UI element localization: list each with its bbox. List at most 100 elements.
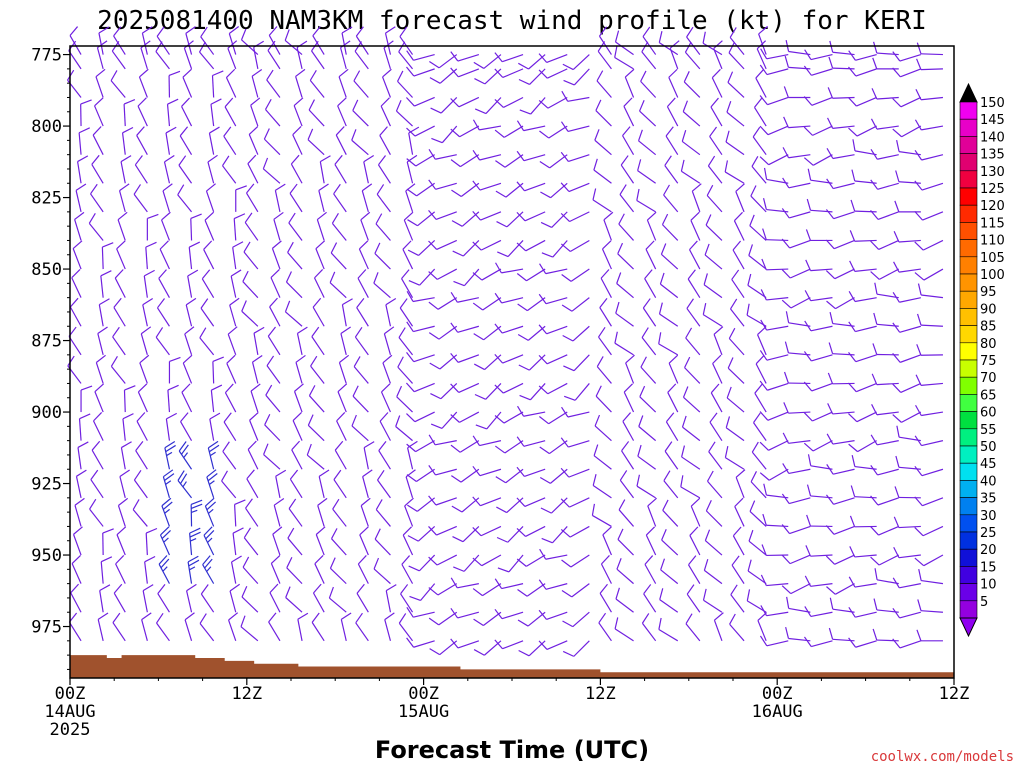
wind-barb: [168, 70, 181, 98]
wind-barb: [496, 526, 524, 543]
wind-barb: [377, 470, 391, 499]
wind-barb: [190, 213, 202, 241]
colorbar-cell: [959, 480, 978, 498]
wind-barb: [916, 344, 943, 356]
wind-barb: [182, 68, 193, 98]
wind-barb: [377, 155, 391, 184]
wind-barb: [872, 628, 899, 642]
wind-barb: [474, 97, 502, 115]
wind-barb: [230, 555, 242, 584]
wind-barb: [658, 617, 679, 642]
wind-barb: [516, 181, 546, 192]
wind-barb: [450, 154, 480, 168]
wind-barb: [850, 485, 877, 499]
wind-barb: [517, 583, 546, 597]
colorbar-label: 75: [980, 354, 997, 369]
wind-barb: [914, 435, 944, 447]
wind-barb: [494, 96, 524, 108]
wind-barb: [251, 355, 263, 384]
wind-barb: [407, 525, 436, 542]
wind-barb: [754, 383, 767, 413]
wind-barb: [598, 327, 612, 356]
colorbar-cell: [959, 325, 978, 344]
wind-barb: [803, 65, 833, 76]
wind-barb: [616, 272, 634, 299]
wind-barb: [408, 554, 436, 572]
wind-barb: [725, 416, 745, 442]
wind-barb: [806, 514, 833, 528]
wind-barb: [136, 412, 148, 441]
wind-barb: [636, 474, 656, 499]
wind-barb: [241, 586, 259, 613]
wind-barb: [292, 411, 303, 441]
wind-barb: [225, 68, 237, 98]
wind-barb: [667, 383, 679, 413]
wind-barb: [495, 262, 524, 274]
wind-barb: [804, 606, 833, 618]
wind-barb: [100, 270, 112, 298]
wind-barb: [141, 26, 153, 55]
wind-barb: [661, 213, 679, 241]
wind-barb: [428, 583, 458, 596]
wind-barb: [538, 293, 568, 305]
wind-barb: [637, 129, 657, 156]
wind-barb: [660, 243, 679, 270]
wind-barb: [359, 526, 369, 556]
wind-barb: [428, 297, 458, 310]
wind-barb: [804, 320, 833, 332]
wind-barb: [916, 42, 943, 56]
wind-barb: [494, 292, 524, 304]
wind-barb: [848, 637, 877, 648]
wind-barb: [519, 97, 546, 115]
wind-barb: [250, 97, 261, 127]
wind-barb: [140, 40, 151, 70]
wind-barb: [428, 464, 457, 476]
wind-barb: [713, 612, 724, 642]
wind-barb: [516, 211, 546, 222]
wind-barb: [560, 525, 590, 538]
wind-barb: [848, 125, 877, 137]
wind-barb: [639, 385, 657, 413]
wind-barb: [144, 555, 156, 584]
wind-barb: [246, 183, 259, 213]
wind-barb: [614, 331, 634, 356]
wind-barb: [803, 440, 833, 452]
colorbar-cell: [959, 101, 978, 120]
wind-barb: [668, 354, 679, 384]
wind-barb: [385, 584, 397, 613]
colorbar-cell: [959, 222, 978, 240]
wind-barb: [314, 554, 325, 584]
wind-barb: [538, 579, 568, 590]
wind-barb: [95, 68, 106, 98]
wind-barb: [177, 470, 193, 499]
wind-barb: [641, 327, 657, 356]
wind-barb: [625, 354, 635, 384]
wind-barb: [68, 612, 82, 642]
wind-barb: [405, 183, 416, 213]
wind-barb: [805, 259, 833, 272]
wind-barb: [916, 58, 943, 71]
wind-barb: [75, 469, 87, 498]
colorbar-label: 120: [980, 199, 1005, 214]
wind-barb: [560, 437, 590, 448]
wind-barb: [114, 269, 126, 298]
wind-barb: [870, 434, 899, 446]
wind-barb: [270, 268, 281, 298]
wind-barb: [375, 499, 391, 527]
wind-barb: [781, 493, 811, 505]
wind-barb: [187, 555, 200, 584]
wind-barb: [312, 583, 325, 613]
wind-barb: [647, 497, 657, 527]
wind-barb: [285, 586, 303, 613]
wind-barb: [560, 239, 590, 252]
wind-barb: [516, 120, 546, 132]
wind-barb: [518, 68, 546, 85]
wind-barb: [473, 611, 502, 626]
wind-barb: [187, 269, 199, 298]
wind-barb: [224, 97, 237, 127]
x-tick-label: 16AUG: [752, 702, 803, 722]
x-tick-label: 12Z: [585, 684, 616, 704]
wind-barb: [848, 321, 877, 333]
wind-barb: [663, 184, 679, 213]
wind-barb: [825, 268, 855, 280]
